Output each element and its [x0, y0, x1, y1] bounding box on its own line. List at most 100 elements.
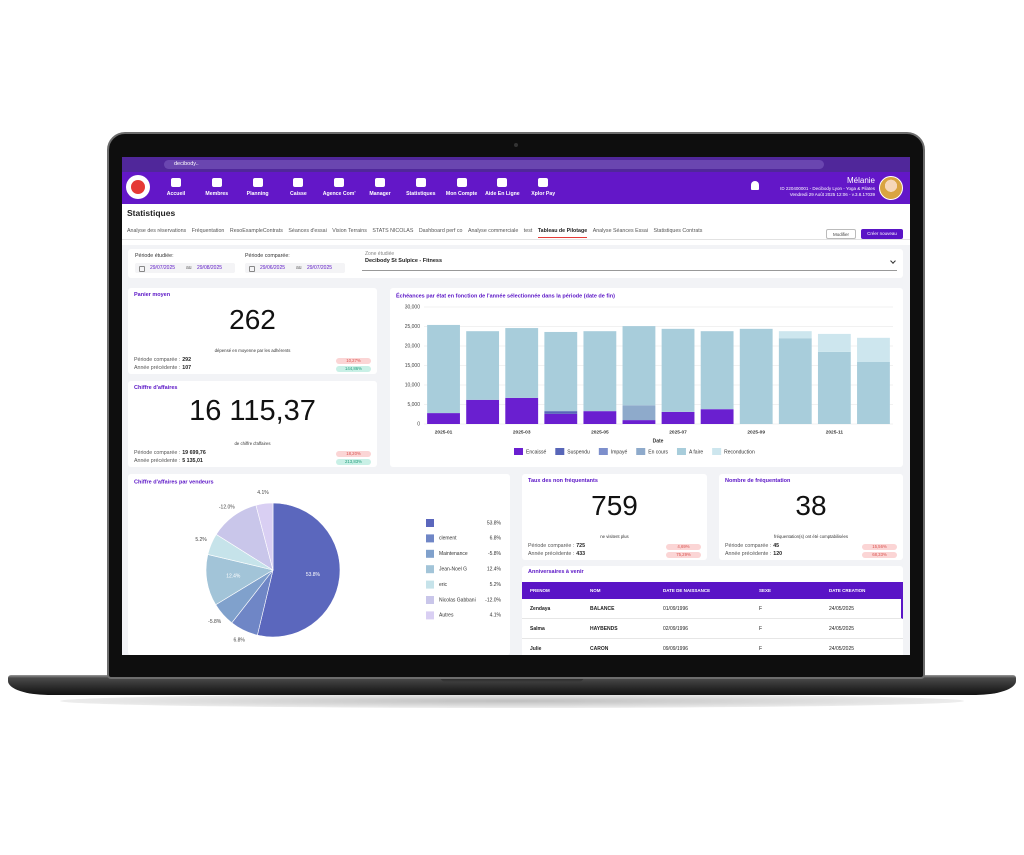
create-button[interactable]: Créer nouveau — [861, 229, 903, 239]
tab[interactable]: Tableau de Pilotage — [537, 228, 588, 239]
column-header: SEXE — [759, 587, 772, 593]
bar-segment — [544, 413, 578, 424]
table-cell: 02/09/1996 — [663, 625, 689, 632]
legend-label[interactable]: eric — [439, 582, 448, 588]
table-cell: HAYBENDS — [590, 625, 618, 632]
legend-value: -5.8% — [488, 551, 502, 557]
tab[interactable]: Séances d'essai — [288, 228, 327, 234]
calendar-icon — [139, 265, 145, 272]
nav-item[interactable]: Aide En Ligne — [485, 191, 520, 197]
tab[interactable]: Vision Terrains — [332, 228, 367, 234]
tab[interactable]: Dashboard perf co — [418, 228, 463, 234]
kpi-value: 759 — [591, 490, 638, 521]
nav-item[interactable]: Membres — [205, 191, 229, 197]
legend-label[interactable]: Jean-Noel G — [439, 567, 467, 573]
legend-label[interactable]: Maintenance — [439, 551, 468, 557]
bar-segment — [544, 411, 578, 414]
kpi-caption: fréquentation(s) ont été comptabilisées — [773, 534, 849, 539]
nav-icon — [375, 178, 385, 187]
column-header: DATE DE NAISSANCE — [663, 587, 711, 593]
tab[interactable]: Analyse commerciale — [467, 228, 519, 234]
legend-label[interactable]: Nicolas Gabbani — [439, 597, 476, 603]
kpi-change: 213,83% — [336, 458, 371, 465]
legend-label[interactable]: A faire — [689, 449, 703, 455]
y-tick-label: 30,000 — [405, 304, 421, 310]
zone-underline — [362, 270, 897, 271]
legend-label[interactable]: En cours — [648, 449, 668, 455]
x-axis-title: Date — [653, 438, 664, 444]
pie-slice — [255, 502, 274, 571]
avatar[interactable] — [879, 176, 903, 200]
nav-item[interactable]: Agence Com' — [322, 191, 356, 197]
tab[interactable]: test — [523, 228, 533, 234]
kpi-caption: ne visitent plus — [600, 534, 629, 539]
tab[interactable]: STATS NICOLAS — [372, 228, 414, 234]
tab[interactable]: Analyse des réservations — [127, 228, 187, 234]
date-separator: au — [296, 264, 302, 271]
slice-label: 53.8% — [306, 572, 321, 578]
legend-label[interactable]: Autres — [439, 613, 454, 619]
bar-segment — [857, 361, 890, 424]
legend-label[interactable]: Encaissé — [526, 449, 547, 455]
bar-segment — [622, 420, 656, 424]
tab[interactable]: Statistiques Contrats — [653, 228, 703, 234]
nav-item[interactable]: Mon Compte — [445, 191, 478, 197]
date-from: 29/07/2025 — [150, 264, 176, 271]
date-box[interactable] — [135, 263, 235, 273]
tab[interactable]: ResoExampleContrats — [229, 228, 283, 234]
page-title: Statistiques — [127, 208, 176, 218]
legend-label[interactable]: Suspendu — [567, 449, 590, 455]
nav-item[interactable]: Manager — [369, 191, 391, 197]
card-title: Anniversaires à venir — [528, 569, 584, 575]
nav-item[interactable]: Xplor Pay — [531, 191, 556, 197]
legend-swatch — [514, 448, 523, 455]
legend-label[interactable]: Impayé — [611, 449, 628, 455]
zone-value[interactable]: Decibody St Sulpice - Fitness — [365, 258, 443, 264]
screen: decibody.. Mélanie ID 220400001 - Decibo… — [122, 157, 910, 655]
bar-segment — [505, 328, 539, 398]
legend-value: 53.8% — [487, 520, 502, 526]
nav-icon — [211, 178, 222, 187]
nav-item[interactable]: Planning — [246, 191, 269, 197]
date-box[interactable] — [245, 263, 345, 273]
filter-label: Période comparée: — [245, 253, 290, 259]
nav-item[interactable]: Statistiques — [406, 191, 436, 197]
legend-label[interactable]: Reconduction — [724, 449, 755, 455]
pie-chart: Chiffre d'affaires par vendeurs 53.8% 6.8… — [134, 479, 502, 643]
nav-icon — [171, 178, 181, 187]
bar-segment — [817, 333, 851, 352]
legend-swatch — [712, 448, 722, 455]
kpi-value: 38 — [795, 490, 827, 521]
edit-button[interactable]: Modifier — [826, 229, 856, 239]
kpi-card: Chiffre d'affaires 16 115,37 de chiffre d'… — [128, 381, 377, 467]
slice-label: 12.4% — [226, 574, 241, 580]
table-cell: 24/05/2025 — [829, 645, 855, 652]
date-separator: au — [186, 264, 192, 271]
tab[interactable]: Fréquentation — [191, 228, 225, 234]
nav-icon — [538, 178, 549, 187]
legend-value: 6.8% — [490, 536, 502, 542]
kpi-row-label: Période comparée : — [725, 543, 772, 549]
tabs: Analyse des réservations Fréquentation Res… — [127, 228, 703, 239]
legend-label[interactable]: clement — [439, 536, 457, 542]
address-bar[interactable] — [164, 160, 824, 169]
kpi-row-value: 19 699,76 — [182, 450, 206, 456]
table-cell: 24/05/2025 — [829, 625, 855, 632]
nav-item[interactable]: Accueil — [166, 191, 186, 197]
kpi-change: 10,27% — [336, 357, 371, 364]
legend-swatch — [426, 580, 434, 589]
kpi-row-label: Année précédente : — [134, 365, 181, 371]
kpi-row: Année précédente :107 — [134, 365, 191, 371]
calendar-icon — [249, 265, 255, 272]
bell-icon[interactable] — [751, 181, 759, 190]
kpi-value: 262 — [229, 304, 276, 335]
pie-chart-card: Chiffre d'affaires par vendeurs 53.8% 6.8… — [128, 474, 510, 655]
nav-item[interactable]: Caisse — [290, 191, 307, 197]
legend-swatch — [426, 549, 434, 558]
table-cell: F — [759, 645, 763, 652]
filter-label: Période étudiée: — [135, 253, 174, 259]
filter-card: Zone étudiée Decibody St Sulpice - Fitne… — [128, 249, 903, 278]
kpi-change: 4,69% — [666, 543, 701, 550]
tab[interactable]: Analyse Séances Essai — [592, 228, 649, 234]
